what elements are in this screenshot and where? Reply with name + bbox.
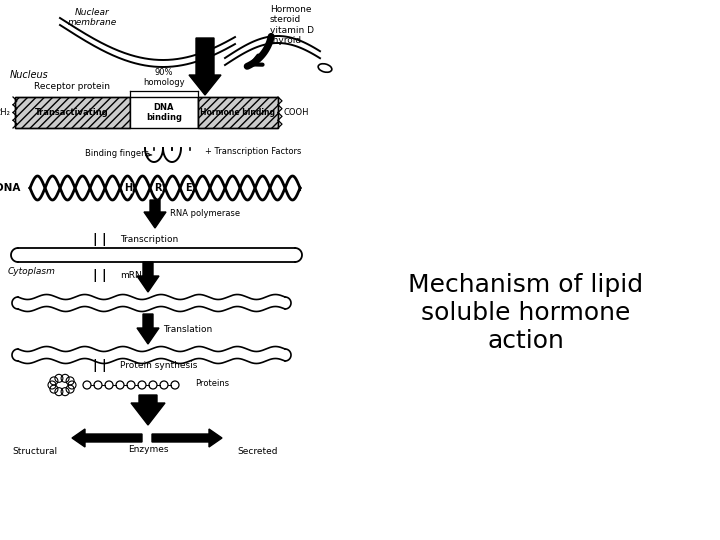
Text: DNA: DNA [0, 183, 20, 193]
Text: Hormone binding: Hormone binding [200, 108, 276, 117]
Polygon shape [189, 38, 221, 95]
Bar [130, 97, 198, 128]
Bar [198, 97, 278, 128]
Text: RNA polymerase: RNA polymerase [170, 210, 240, 219]
Text: Nuclear
membrane: Nuclear membrane [68, 8, 117, 28]
Text: Transactivating: Transactivating [35, 108, 109, 117]
Text: | |: | | [93, 359, 107, 372]
Text: Mechanism of lipid
soluble hormone
action: Mechanism of lipid soluble hormone actio… [408, 273, 643, 353]
Text: DNA
binding: DNA binding [146, 103, 182, 122]
Text: + Transcription Factors: + Transcription Factors [205, 146, 302, 156]
Text: Receptor protein: Receptor protein [34, 82, 110, 91]
Text: | |: | | [93, 233, 107, 246]
Polygon shape [72, 429, 142, 447]
Text: Translation: Translation [163, 325, 212, 334]
Bar [198, 97, 278, 128]
Polygon shape [137, 262, 159, 292]
Polygon shape [137, 314, 159, 344]
Text: | |: | | [93, 269, 107, 282]
Text: R: R [154, 183, 162, 193]
Text: Binding fingers: Binding fingers [85, 148, 152, 158]
Text: Transcription: Transcription [120, 235, 179, 245]
Text: E: E [185, 183, 192, 193]
Text: mRNAs: mRNAs [120, 272, 153, 280]
Text: Structural: Structural [12, 448, 58, 456]
Text: Hormone
steroid
vitamin D
thyroid: Hormone steroid vitamin D thyroid [270, 5, 314, 45]
Polygon shape [144, 200, 166, 228]
Polygon shape [152, 429, 222, 447]
Text: Nucleus: Nucleus [10, 70, 49, 80]
Text: Secreted: Secreted [238, 448, 278, 456]
Polygon shape [131, 395, 165, 425]
Text: COOH: COOH [284, 108, 310, 117]
Text: Cytoplasm: Cytoplasm [8, 267, 56, 276]
Text: Proteins: Proteins [195, 379, 229, 388]
Text: 2H₂: 2H₂ [0, 108, 10, 117]
Bar [15, 97, 130, 128]
Text: H: H [124, 183, 132, 193]
Bar [15, 97, 130, 128]
Text: Protein synthesis: Protein synthesis [120, 361, 197, 369]
Text: 90%
homology: 90% homology [143, 68, 185, 87]
Text: Enzymes: Enzymes [127, 446, 168, 455]
